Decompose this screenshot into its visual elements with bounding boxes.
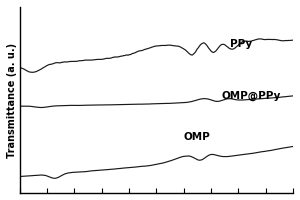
Text: OMP: OMP [184, 132, 211, 142]
Y-axis label: Transmittance (a. u.): Transmittance (a. u.) [7, 42, 17, 158]
Text: OMP@PPy: OMP@PPy [222, 91, 281, 101]
Text: PPy: PPy [230, 39, 252, 49]
